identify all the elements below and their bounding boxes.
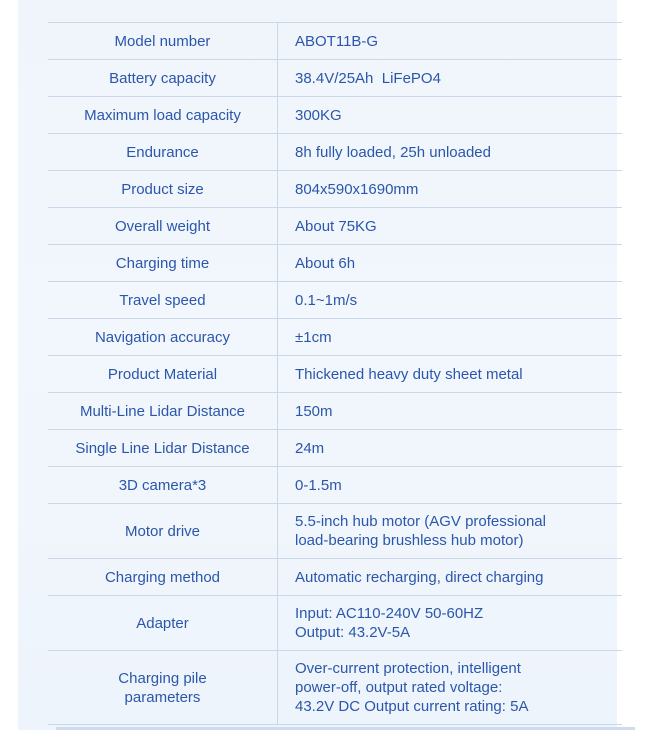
spec-label: Charging pile parameters — [48, 651, 278, 724]
spec-label: Single Line Lidar Distance — [48, 430, 278, 466]
spec-value: 24m — [295, 439, 325, 457]
spec-row-product-size: Product size 804x590x1690mm — [48, 171, 622, 208]
spec-row-charging-time: Charging time About 6h — [48, 245, 622, 282]
spec-row-max-load: Maximum load capacity 300KG — [48, 97, 622, 134]
spec-value: 0-1.5m — [295, 476, 342, 494]
spec-value: ABOT11B-G — [295, 32, 379, 50]
spec-value: Automatic recharging, direct charging — [295, 568, 544, 586]
spec-value: ±1cm — [295, 328, 332, 346]
spec-row-multi-line-lidar: Multi-Line Lidar Distance 150m — [48, 393, 622, 430]
spec-label: Adapter — [48, 596, 278, 650]
spec-row-single-line-lidar: Single Line Lidar Distance 24m — [48, 430, 622, 467]
spec-label: Overall weight — [48, 208, 278, 244]
spec-row-travel-speed: Travel speed 0.1~1m/s — [48, 282, 622, 319]
spec-value: 150m — [295, 402, 333, 420]
spec-value: 300KG — [295, 106, 342, 124]
spec-row-battery-capacity: Battery capacity 38.4V/25Ah LiFePO4 — [48, 60, 622, 97]
spec-label: Navigation accuracy — [48, 319, 278, 355]
spec-label: Battery capacity — [48, 60, 278, 96]
spec-value: 0.1~1m/s — [295, 291, 358, 309]
spec-row-3d-camera: 3D camera*3 0-1.5m — [48, 467, 622, 504]
spec-label: Maximum load capacity — [48, 97, 278, 133]
spec-value: About 75KG — [295, 217, 377, 235]
spec-label: Charging time — [48, 245, 278, 281]
spec-label: Product size — [48, 171, 278, 207]
bottom-blue-strip — [56, 727, 635, 730]
spec-value: 5.5-inch hub motor (AGV professional loa… — [295, 513, 546, 549]
spec-row-endurance: Endurance 8h fully loaded, 25h unloaded — [48, 134, 622, 171]
spec-row-adapter: Adapter Input: AC110-240V 50-60HZ Output… — [48, 596, 622, 651]
spec-value: About 6h — [295, 254, 356, 272]
spec-value: 8h fully loaded, 25h unloaded — [295, 143, 491, 161]
spec-label: Product Material — [48, 356, 278, 392]
spec-label: Motor drive — [48, 504, 278, 558]
spec-row-overall-weight: Overall weight About 75KG — [48, 208, 622, 245]
spec-row-charging-method: Charging method Automatic recharging, di… — [48, 559, 622, 596]
spec-label: 3D camera*3 — [48, 467, 278, 503]
spec-label: Model number — [48, 23, 278, 59]
product-spec-table: Model number ABOT11B-G Battery capacity … — [48, 22, 622, 725]
spec-label: Endurance — [48, 134, 278, 170]
spec-row-product-material: Product Material Thickened heavy duty sh… — [48, 356, 622, 393]
spec-label: Travel speed — [48, 282, 278, 318]
spec-value: Over-current protection, intelligent pow… — [295, 660, 529, 715]
spec-value: Input: AC110-240V 50-60HZ Output: 43.2V-… — [295, 605, 484, 641]
spec-label: Charging method — [48, 559, 278, 595]
spec-label: Multi-Line Lidar Distance — [48, 393, 278, 429]
spec-value: 38.4V/25Ah LiFePO4 — [295, 69, 441, 87]
spec-row-model-number: Model number ABOT11B-G — [48, 23, 622, 60]
spec-panel: Model number ABOT11B-G Battery capacity … — [18, 0, 635, 730]
spec-value: 804x590x1690mm — [295, 180, 419, 198]
spec-row-navigation-accuracy: Navigation accuracy ±1cm — [48, 319, 622, 356]
spec-row-motor-drive: Motor drive 5.5-inch hub motor (AGV prof… — [48, 504, 622, 559]
spec-row-charging-pile-parameters: Charging pile parameters Over-current pr… — [48, 651, 622, 725]
spec-value: Thickened heavy duty sheet metal — [295, 365, 523, 383]
